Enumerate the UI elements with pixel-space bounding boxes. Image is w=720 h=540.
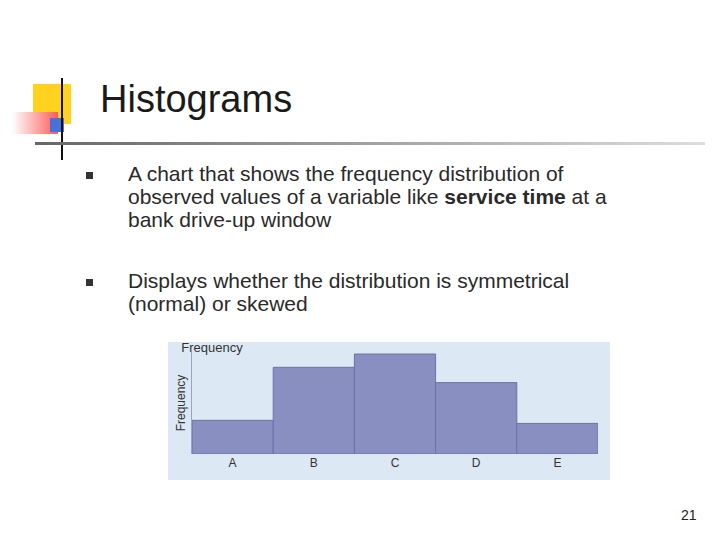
- html-text:Displays whether the distribut: Displays whether the distribution is sym…: [128, 269, 570, 315]
- svg-text:Frequency: Frequency: [181, 342, 243, 355]
- svg-text:B: B: [310, 456, 318, 470]
- svg-text:E: E: [553, 456, 561, 470]
- html-text:Histograms: Histograms: [100, 78, 293, 120]
- svg-text:D: D: [472, 456, 481, 470]
- html-text:A chart that shows the frequen: A chart that shows the frequency distrib…: [128, 162, 607, 231]
- svg-text:A: A: [229, 456, 237, 470]
- svg-text:C: C: [391, 456, 400, 470]
- html-text:21: 21: [681, 507, 697, 523]
- svg-text:Frequency: Frequency: [174, 375, 188, 432]
